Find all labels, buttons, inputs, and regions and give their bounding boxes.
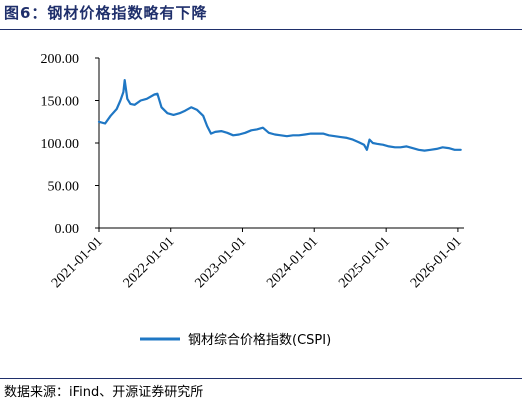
legend-label: 钢材综合价格指数(CSPI) xyxy=(188,332,331,348)
x-axis: 2021-01-01 2022-01-01 2023-01-01 2024-01-01… xyxy=(49,227,465,291)
y-tick-label: 100.00 xyxy=(41,137,80,152)
figure-title: 图6：钢材价格指数略有下降 xyxy=(4,4,208,22)
x-tick-label: 2024-01-01 xyxy=(264,234,321,291)
y-tick-label: 50.00 xyxy=(48,180,80,195)
x-tick-label: 2023-01-01 xyxy=(193,234,250,291)
bottom-rule xyxy=(0,378,522,379)
y-axis: 0.00 50.00 100.00 150.00 200.00 xyxy=(41,52,100,237)
x-tick-label: 2021-01-01 xyxy=(49,234,106,291)
series-layer xyxy=(97,78,462,152)
y-tick-label: 150.00 xyxy=(41,95,80,110)
y-tick-label: 200.00 xyxy=(41,52,80,67)
x-tick-label: 2025-01-01 xyxy=(336,234,393,291)
top-rule xyxy=(0,29,522,30)
x-tick-label: 2022-01-01 xyxy=(121,234,178,291)
y-tick-label: 0.00 xyxy=(55,222,80,237)
source-note: 数据来源：iFind、开源证券研究所 xyxy=(4,385,204,400)
series-line-cspi xyxy=(97,78,462,152)
legend: 钢材综合价格指数(CSPI) xyxy=(140,332,331,348)
x-tick-label: 2026-01-01 xyxy=(408,234,465,291)
